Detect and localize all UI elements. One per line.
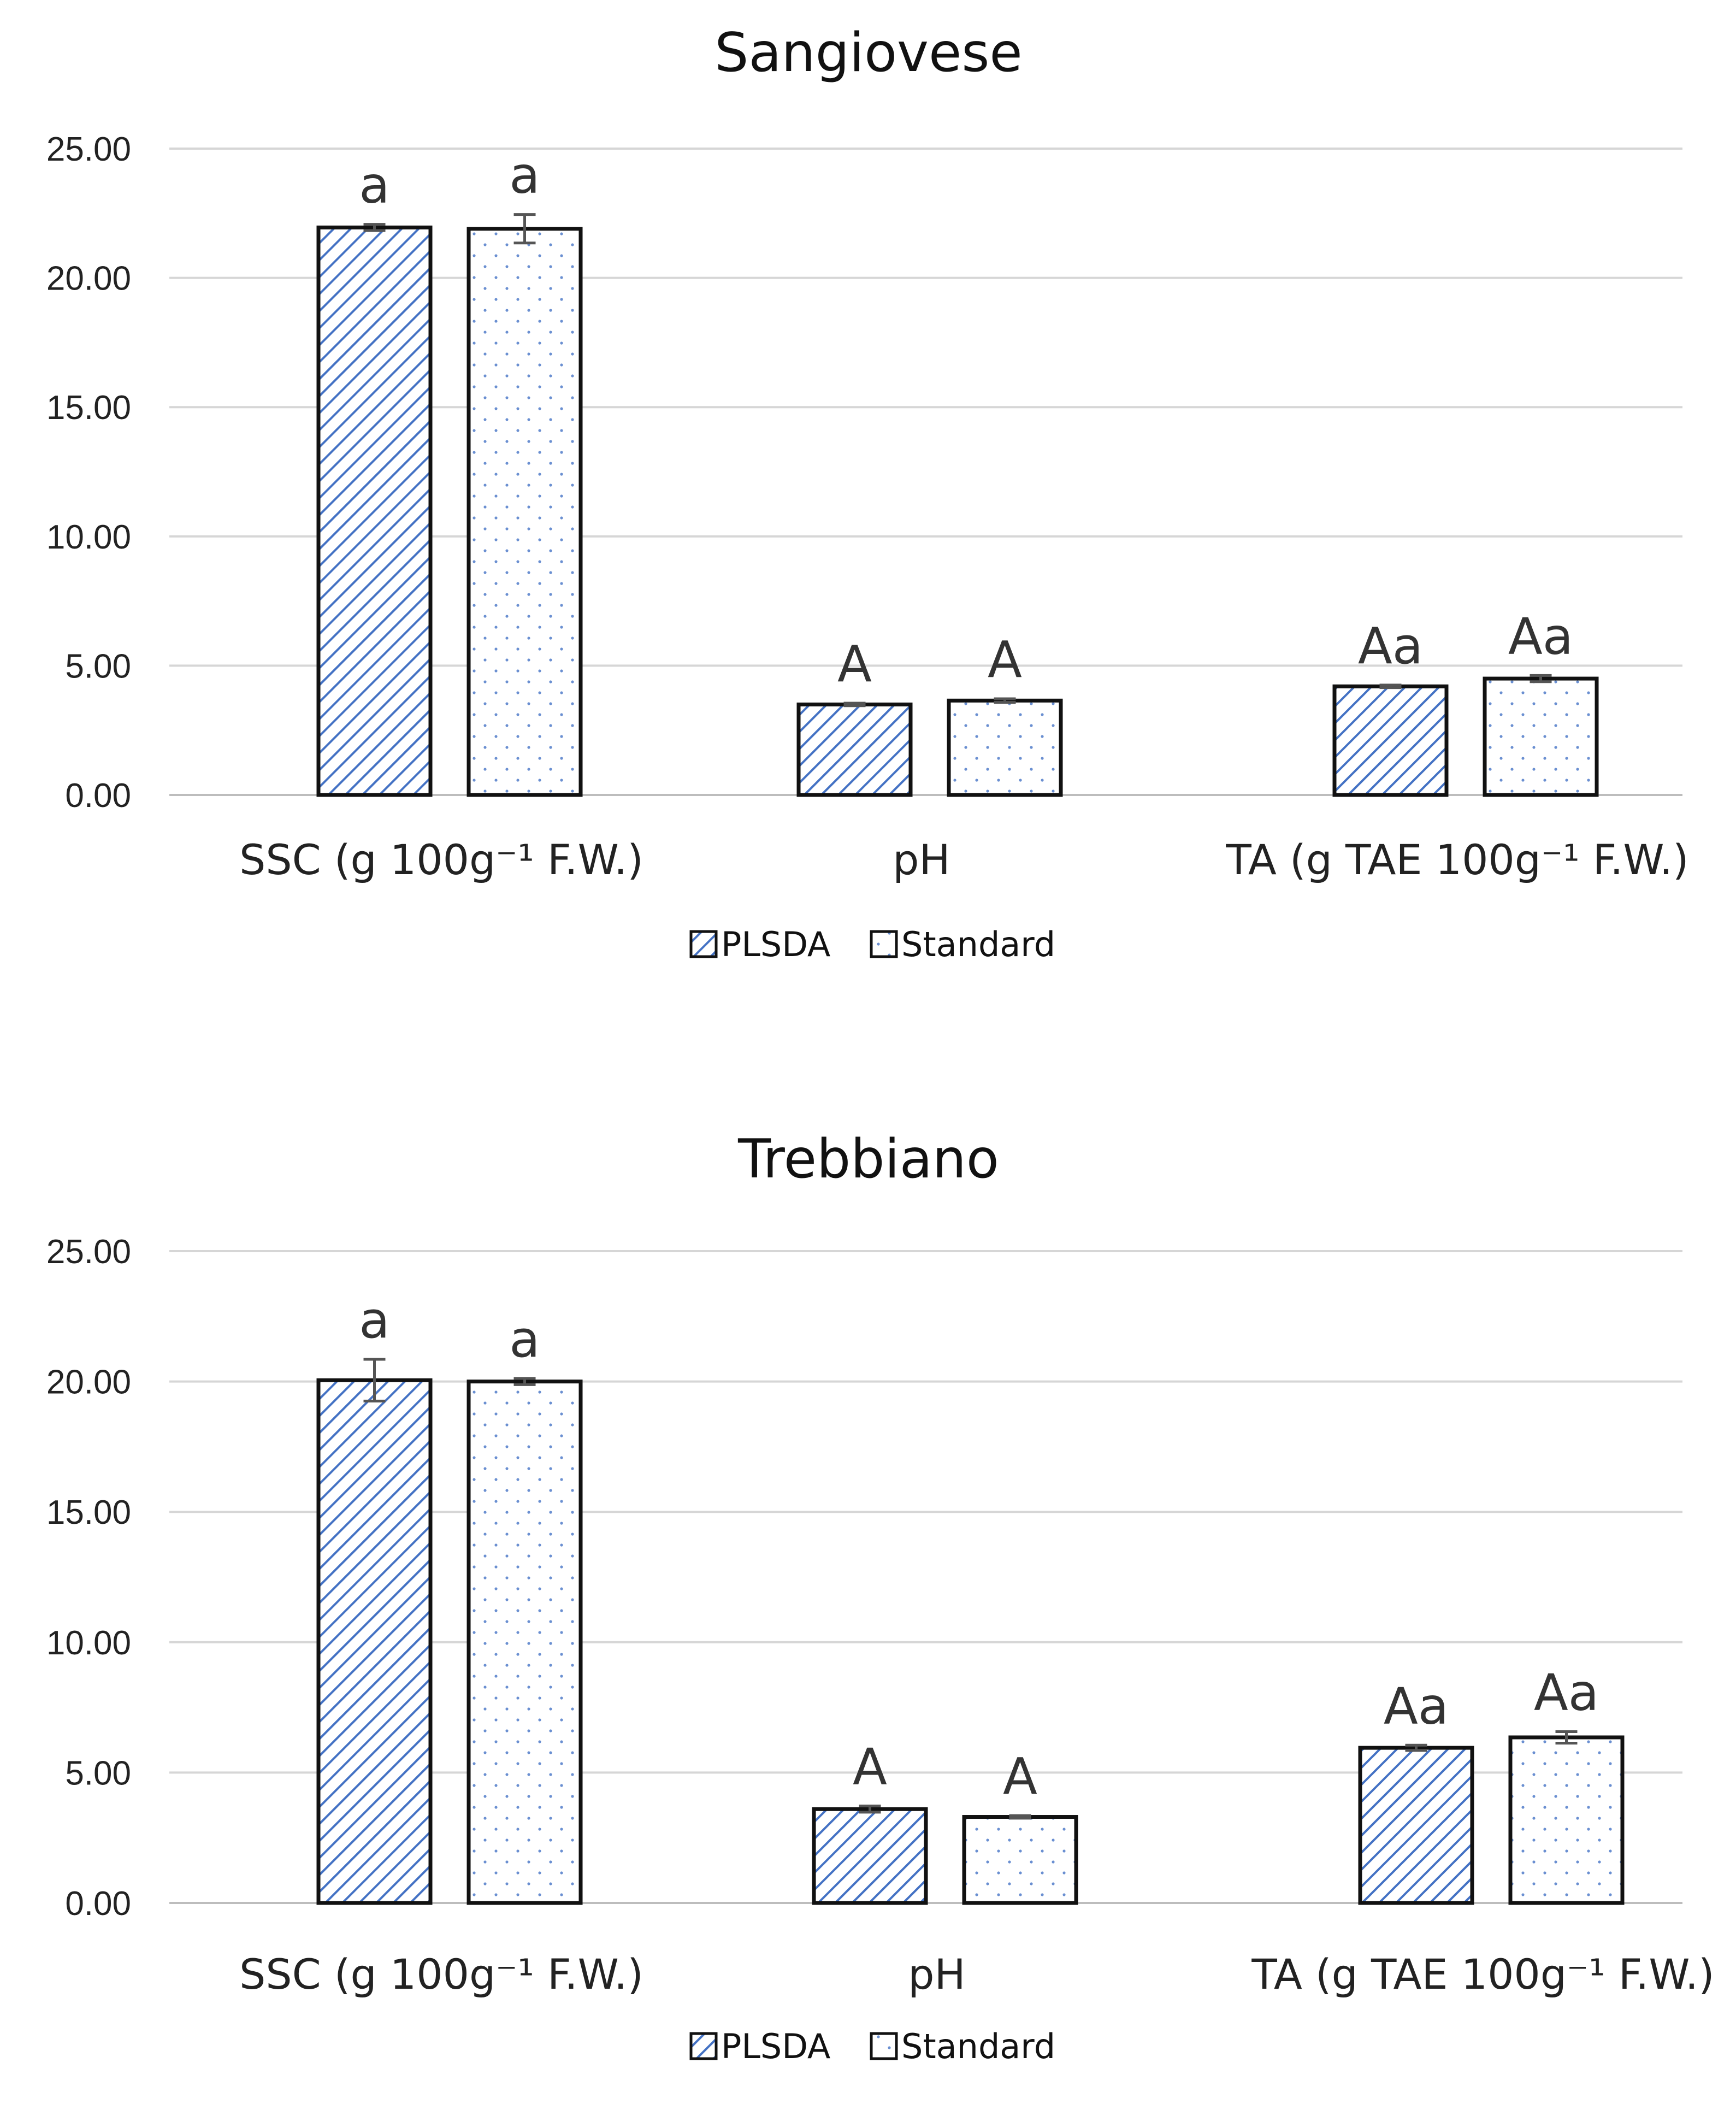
- chart-panel-trebbiano: Trebbiano 0.00 5.00 10.00 15.00 20.00 25.00 a…: [46, 1128, 1715, 2066]
- error-bar-plsda: [859, 1804, 881, 1814]
- bars: [316, 1378, 1625, 1905]
- bar-plsda: [796, 702, 913, 797]
- significance-label: A: [837, 635, 872, 693]
- legend-label-standard: Standard: [901, 924, 1055, 964]
- legend-swatch-plsda: [689, 2032, 718, 2060]
- bars: [316, 225, 1599, 797]
- significance-label: a: [509, 1310, 540, 1369]
- significance-label: Aa: [1534, 1663, 1599, 1722]
- y-tick-label: 10.00: [46, 518, 131, 556]
- y-tick-label: 25.00: [46, 131, 131, 168]
- y-tick-label: 15.00: [46, 1494, 131, 1531]
- y-tick-label: 15.00: [46, 389, 131, 427]
- significance-label: Aa: [1508, 607, 1573, 665]
- bar-standard: [1508, 1735, 1625, 1905]
- bar-plsda: [812, 1807, 928, 1905]
- significance-label: Aa: [1358, 617, 1423, 675]
- chart-panel-sangiovese: Sangiovese 0.005.0010.0015.0020.0025.00 …: [46, 22, 1689, 964]
- significance-label: A: [1003, 1747, 1037, 1806]
- bar-plsda: [316, 1378, 433, 1905]
- significance-labels: a a A A Aa Aa: [359, 146, 1573, 693]
- chart-title: Sangiovese: [715, 22, 1022, 84]
- significance-labels: a a A A Aa Aa: [359, 1291, 1599, 1806]
- error-bars: [363, 1358, 1578, 1820]
- y-tick-label: 5.00: [65, 647, 131, 685]
- error-bar-standard: [513, 1377, 536, 1386]
- error-bar-plsda: [843, 702, 866, 708]
- legend-label-plsda: PLSDA: [721, 924, 830, 964]
- y-tick-label: 20.00: [46, 260, 131, 298]
- significance-label: a: [359, 1291, 389, 1349]
- bar-standard: [1483, 676, 1599, 797]
- legend-swatch-plsda: [689, 930, 718, 958]
- error-bar-plsda: [363, 223, 386, 232]
- y-tick-label: 25.00: [46, 1233, 131, 1271]
- y-axis-ticks: 0.00 5.00 10.00 15.00 20.00 25.00: [46, 131, 131, 815]
- category-labels: SSC (g 100g⁻¹ F.W.) pH TA (g TAE 100g⁻¹ F.…: [239, 1950, 1715, 1999]
- legend-swatch-standard: [870, 2032, 898, 2060]
- bar-plsda: [1358, 1746, 1474, 1905]
- bar-standard: [467, 1380, 583, 1905]
- significance-label: Aa: [1384, 1677, 1449, 1735]
- y-tick-label: 20.00: [46, 1364, 131, 1401]
- bar-standard: [947, 698, 1063, 797]
- bar-plsda: [316, 225, 433, 797]
- x-category-label: TA (g TAE 100g⁻¹ F.W.): [1251, 1950, 1714, 1999]
- y-tick-label: 10.00: [46, 1624, 131, 1662]
- legend-label-standard: Standard: [901, 2026, 1055, 2066]
- legend: PLSDA Standard: [689, 924, 1055, 964]
- significance-label: a: [509, 146, 540, 205]
- chart-title: Trebbiano: [737, 1128, 999, 1191]
- category-labels: SSC (g 100g⁻¹ F.W.) pH TA (g TAE 100g⁻¹ F.…: [239, 835, 1689, 884]
- x-category-label: SSC (g 100g⁻¹ F.W.): [239, 1950, 643, 1999]
- error-bar-plsda: [1405, 1743, 1427, 1752]
- y-tick-label: 0.00: [65, 1885, 131, 1923]
- significance-label: A: [988, 630, 1022, 689]
- error-bars: [363, 213, 1552, 708]
- bar-standard: [467, 227, 583, 797]
- x-category-label: SSC (g 100g⁻¹ F.W.): [239, 835, 643, 884]
- x-category-label: TA (g TAE 100g⁻¹ F.W.): [1225, 835, 1688, 884]
- y-axis-ticks: 0.00 5.00 10.00 15.00 20.00 25.00: [46, 1233, 131, 1923]
- error-bar-standard: [994, 697, 1016, 704]
- error-bar-standard: [1555, 1730, 1578, 1745]
- significance-label: a: [359, 156, 389, 215]
- y-tick-label: 0.00: [65, 777, 131, 815]
- x-category-label: pH: [893, 835, 950, 884]
- x-category-label: pH: [908, 1950, 965, 1999]
- error-bar-plsda: [363, 1358, 386, 1402]
- error-bar-plsda: [1379, 683, 1402, 689]
- y-tick-label: 5.00: [65, 1754, 131, 1792]
- bar-standard: [962, 1815, 1078, 1905]
- error-bar-standard: [1009, 1814, 1031, 1820]
- error-bar-standard: [1530, 674, 1552, 683]
- bar-plsda: [1332, 684, 1449, 797]
- legend-label-plsda: PLSDA: [721, 2026, 830, 2066]
- error-bar-standard: [513, 213, 536, 245]
- legend: PLSDA Standard: [689, 2026, 1055, 2066]
- legend-swatch-standard: [870, 930, 898, 958]
- significance-label: A: [853, 1737, 887, 1796]
